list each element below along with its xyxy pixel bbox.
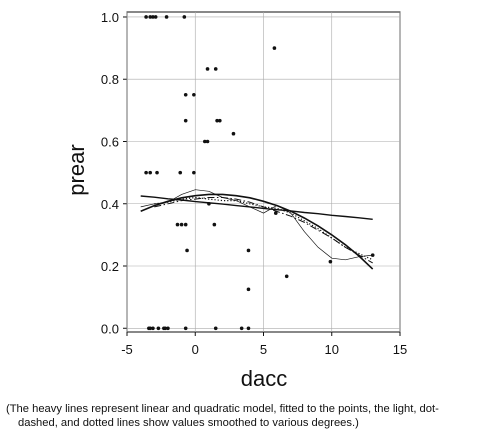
data-point	[151, 15, 155, 19]
data-point	[155, 170, 159, 175]
data-point	[183, 93, 188, 97]
data-point	[182, 15, 187, 19]
data-point	[148, 170, 153, 175]
data-point	[273, 211, 278, 215]
data-point	[231, 131, 236, 136]
data-point	[246, 287, 251, 292]
data-point	[205, 139, 210, 144]
data-point	[213, 326, 218, 331]
data-point	[179, 222, 184, 227]
data-point	[215, 118, 219, 123]
x-tick-label: 10	[325, 342, 339, 357]
data-point	[183, 326, 188, 331]
smooth-line	[140, 193, 374, 270]
y-tick-label: 0.4	[101, 197, 119, 212]
data-point	[166, 326, 170, 331]
data-point	[370, 253, 375, 257]
data-point	[284, 274, 289, 279]
data-point	[148, 15, 153, 19]
data-point	[192, 93, 196, 97]
y-tick-label: 0.0	[101, 321, 119, 336]
data-point	[175, 222, 180, 227]
data-point	[144, 15, 148, 19]
smooth-line	[140, 189, 373, 261]
x-tick-label: 15	[393, 342, 407, 357]
caption-line: (The heavy lines represent linear and qu…	[6, 403, 439, 415]
data-point	[218, 118, 222, 123]
data-point	[151, 326, 155, 331]
data-point	[213, 67, 218, 71]
data-point	[246, 248, 251, 253]
data-point	[192, 170, 196, 175]
data-point	[272, 46, 277, 50]
caption-line: dashed, and dotted lines show values smo…	[18, 417, 359, 429]
data-point	[246, 326, 251, 331]
smooth-line	[140, 195, 373, 220]
y-tick-label: 0.2	[101, 259, 119, 274]
x-tick-label: 0	[192, 342, 199, 357]
data-point	[185, 248, 189, 253]
data-point	[164, 15, 169, 19]
data-point	[328, 259, 333, 264]
data-point	[163, 326, 168, 331]
x-axis-label: dacc	[241, 366, 287, 391]
y-tick-label: 1.0	[101, 10, 119, 25]
data-point	[239, 326, 244, 331]
x-tick-label: 5	[260, 342, 267, 357]
y-tick-label: 0.8	[101, 72, 119, 87]
y-axis-label: prear	[64, 144, 89, 195]
data-point	[144, 170, 148, 175]
data-point	[212, 222, 217, 227]
data-point	[153, 15, 158, 19]
data-point	[148, 326, 153, 331]
x-tick-label: -5	[121, 342, 133, 357]
data-point	[178, 170, 183, 175]
data-point	[183, 118, 188, 123]
data-point	[156, 326, 161, 331]
y-tick-label: 0.6	[101, 134, 119, 149]
data-point	[205, 67, 210, 71]
data-point	[203, 139, 207, 144]
smooth-line	[154, 196, 373, 261]
data-point	[183, 222, 188, 227]
data-point	[207, 201, 211, 206]
